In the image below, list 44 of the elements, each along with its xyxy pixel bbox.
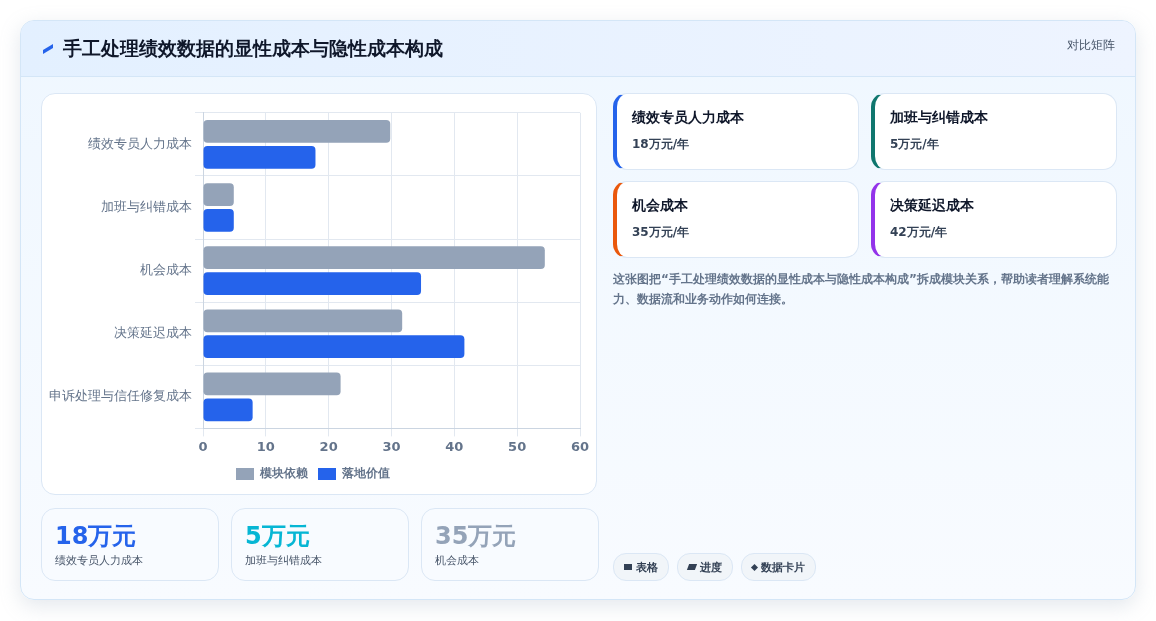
text: 表格 bbox=[636, 559, 658, 575]
x-tick-label: 50 bbox=[508, 438, 527, 454]
text: 加班与纠错成本 bbox=[890, 109, 989, 127]
bar bbox=[203, 145, 316, 169]
text: 机会成本 bbox=[435, 553, 480, 568]
text: 35万元 bbox=[435, 521, 518, 551]
x-tick-label: 10 bbox=[256, 438, 275, 454]
bar bbox=[203, 335, 465, 359]
text: 对比矩阵 bbox=[1067, 37, 1115, 54]
text: 5万元/年 bbox=[890, 136, 940, 153]
bar bbox=[203, 272, 422, 295]
bar bbox=[203, 372, 341, 396]
x-tick-label: 30 bbox=[382, 438, 401, 454]
text: 18万元 bbox=[55, 521, 138, 551]
text: 进度 bbox=[700, 559, 722, 575]
text: 35万元/年 bbox=[632, 224, 691, 241]
bar bbox=[203, 246, 545, 270]
text: 绩效专员人力成本 bbox=[55, 553, 144, 568]
x-tick-label: 0 bbox=[198, 438, 208, 454]
text: 决策延迟成本 bbox=[890, 197, 975, 215]
y-tick-label: 绩效专员人力成本 bbox=[88, 135, 192, 151]
text: 这张图把“手工处理绩效数据的显性成本与隐性成本构成”拆成模块关系，帮助读者理解系统能力、数据流和业务动作如何连接。 bbox=[613, 271, 1110, 308]
legend-label: 模块依赖 bbox=[259, 466, 309, 481]
legend-label: 落地价值 bbox=[341, 466, 390, 481]
text: 绩效专员人力成本 bbox=[632, 109, 745, 127]
bar bbox=[203, 398, 253, 422]
text: 加班与纠错成本 bbox=[245, 553, 323, 568]
y-tick-label: 加班与纠错成本 bbox=[101, 198, 192, 214]
bar bbox=[203, 183, 234, 206]
text: 数据卡片 bbox=[761, 559, 805, 575]
text: 18万元/年 bbox=[632, 136, 691, 153]
x-tick-label: 60 bbox=[570, 438, 590, 454]
text: 42万元/年 bbox=[890, 224, 949, 241]
x-tick-label: 40 bbox=[445, 438, 464, 454]
text: 5万元 bbox=[245, 521, 311, 551]
x-tick-label: 20 bbox=[319, 438, 338, 454]
bar bbox=[203, 120, 391, 143]
y-tick-label: 决策延迟成本 bbox=[114, 325, 192, 341]
y-tick-label: 机会成本 bbox=[140, 261, 192, 277]
bar bbox=[203, 309, 403, 333]
chart-title: 手工处理绩效数据的显性成本与隐性成本构成 bbox=[63, 35, 443, 61]
text: 机会成本 bbox=[632, 197, 689, 215]
y-tick-label: 申诉处理与信任修复成本 bbox=[49, 388, 192, 404]
bar bbox=[203, 209, 234, 232]
